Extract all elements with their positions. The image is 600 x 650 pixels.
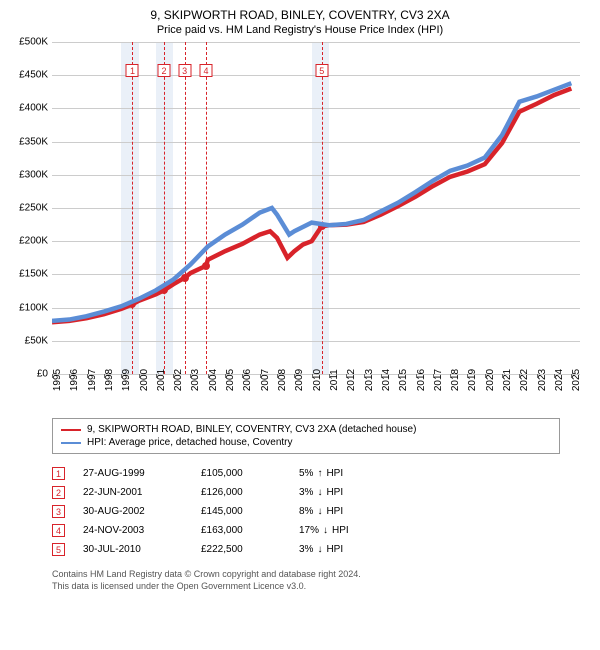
sale-number-tag: 2: [52, 486, 65, 499]
y-axis-label: £250K: [19, 203, 48, 214]
sale-date: 27-AUG-1999: [83, 468, 183, 479]
sale-number-tag: 4: [52, 524, 65, 537]
sales-row: 3 30-AUG-2002 £145,000 8%↓HPI: [52, 502, 560, 521]
sales-row: 2 22-JUN-2001 £126,000 3%↓HPI: [52, 483, 560, 502]
legend-swatch: [61, 442, 81, 444]
sales-row: 4 24-NOV-2003 £163,000 17%↓HPI: [52, 521, 560, 540]
sale-price: £222,500: [201, 544, 281, 555]
sales-row: 5 30-JUL-2010 £222,500 3%↓HPI: [52, 540, 560, 559]
sale-date: 22-JUN-2001: [83, 487, 183, 498]
footer-line1: Contains HM Land Registry data © Crown c…: [52, 569, 560, 581]
sale-hpi: 5%↑HPI: [299, 468, 389, 479]
series-hpi: [52, 83, 571, 321]
title-sub: Price paid vs. HM Land Registry's House …: [10, 24, 590, 36]
y-axis-label: £500K: [19, 37, 48, 48]
y-axis-label: £50K: [25, 335, 48, 346]
sale-date: 30-AUG-2002: [83, 506, 183, 517]
sale-price: £163,000: [201, 525, 281, 536]
footer-line2: This data is licensed under the Open Gov…: [52, 581, 560, 593]
y-axis-label: £0: [37, 369, 48, 380]
sales-table: 1 27-AUG-1999 £105,000 5%↑HPI 2 22-JUN-2001 £1…: [52, 464, 560, 559]
sale-price: £145,000: [201, 506, 281, 517]
legend-item: HPI: Average price, detached house, Cove…: [61, 436, 551, 449]
series-property: [52, 88, 571, 322]
y-axis-label: £400K: [19, 103, 48, 114]
chart-container: 9, SKIPWORTH ROAD, BINLEY, COVENTRY, CV3…: [0, 0, 600, 650]
plot-region: £0£50K£100K£150K£200K£250K£300K£350K£400…: [52, 42, 580, 374]
sale-number-tag: 3: [52, 505, 65, 518]
legend-label: 9, SKIPWORTH ROAD, BINLEY, COVENTRY, CV3…: [87, 424, 416, 435]
sale-hpi: 3%↓HPI: [299, 487, 389, 498]
title-main: 9, SKIPWORTH ROAD, BINLEY, COVENTRY, CV3…: [10, 8, 590, 22]
sale-number-tag: 5: [52, 543, 65, 556]
chart-area: £0£50K£100K£150K£200K£250K£300K£350K£400…: [52, 42, 580, 412]
y-axis-label: £450K: [19, 70, 48, 81]
line-layer: [52, 42, 580, 374]
y-axis-label: £200K: [19, 236, 48, 247]
y-axis-label: £300K: [19, 169, 48, 180]
sale-date: 30-JUL-2010: [83, 544, 183, 555]
sale-price: £105,000: [201, 468, 281, 479]
footer: Contains HM Land Registry data © Crown c…: [52, 569, 560, 592]
sales-row: 1 27-AUG-1999 £105,000 5%↑HPI: [52, 464, 560, 483]
sale-hpi: 8%↓HPI: [299, 506, 389, 517]
sale-hpi: 17%↓HPI: [299, 525, 389, 536]
title-block: 9, SKIPWORTH ROAD, BINLEY, COVENTRY, CV3…: [10, 8, 590, 36]
y-axis-label: £350K: [19, 136, 48, 147]
sale-date: 24-NOV-2003: [83, 525, 183, 536]
sale-hpi: 3%↓HPI: [299, 544, 389, 555]
legend-item: 9, SKIPWORTH ROAD, BINLEY, COVENTRY, CV3…: [61, 423, 551, 436]
y-axis-label: £150K: [19, 269, 48, 280]
legend-label: HPI: Average price, detached house, Cove…: [87, 437, 293, 448]
sale-price: £126,000: [201, 487, 281, 498]
y-axis-label: £100K: [19, 302, 48, 313]
sale-number-tag: 1: [52, 467, 65, 480]
legend: 9, SKIPWORTH ROAD, BINLEY, COVENTRY, CV3…: [52, 418, 560, 454]
legend-swatch: [61, 429, 81, 431]
